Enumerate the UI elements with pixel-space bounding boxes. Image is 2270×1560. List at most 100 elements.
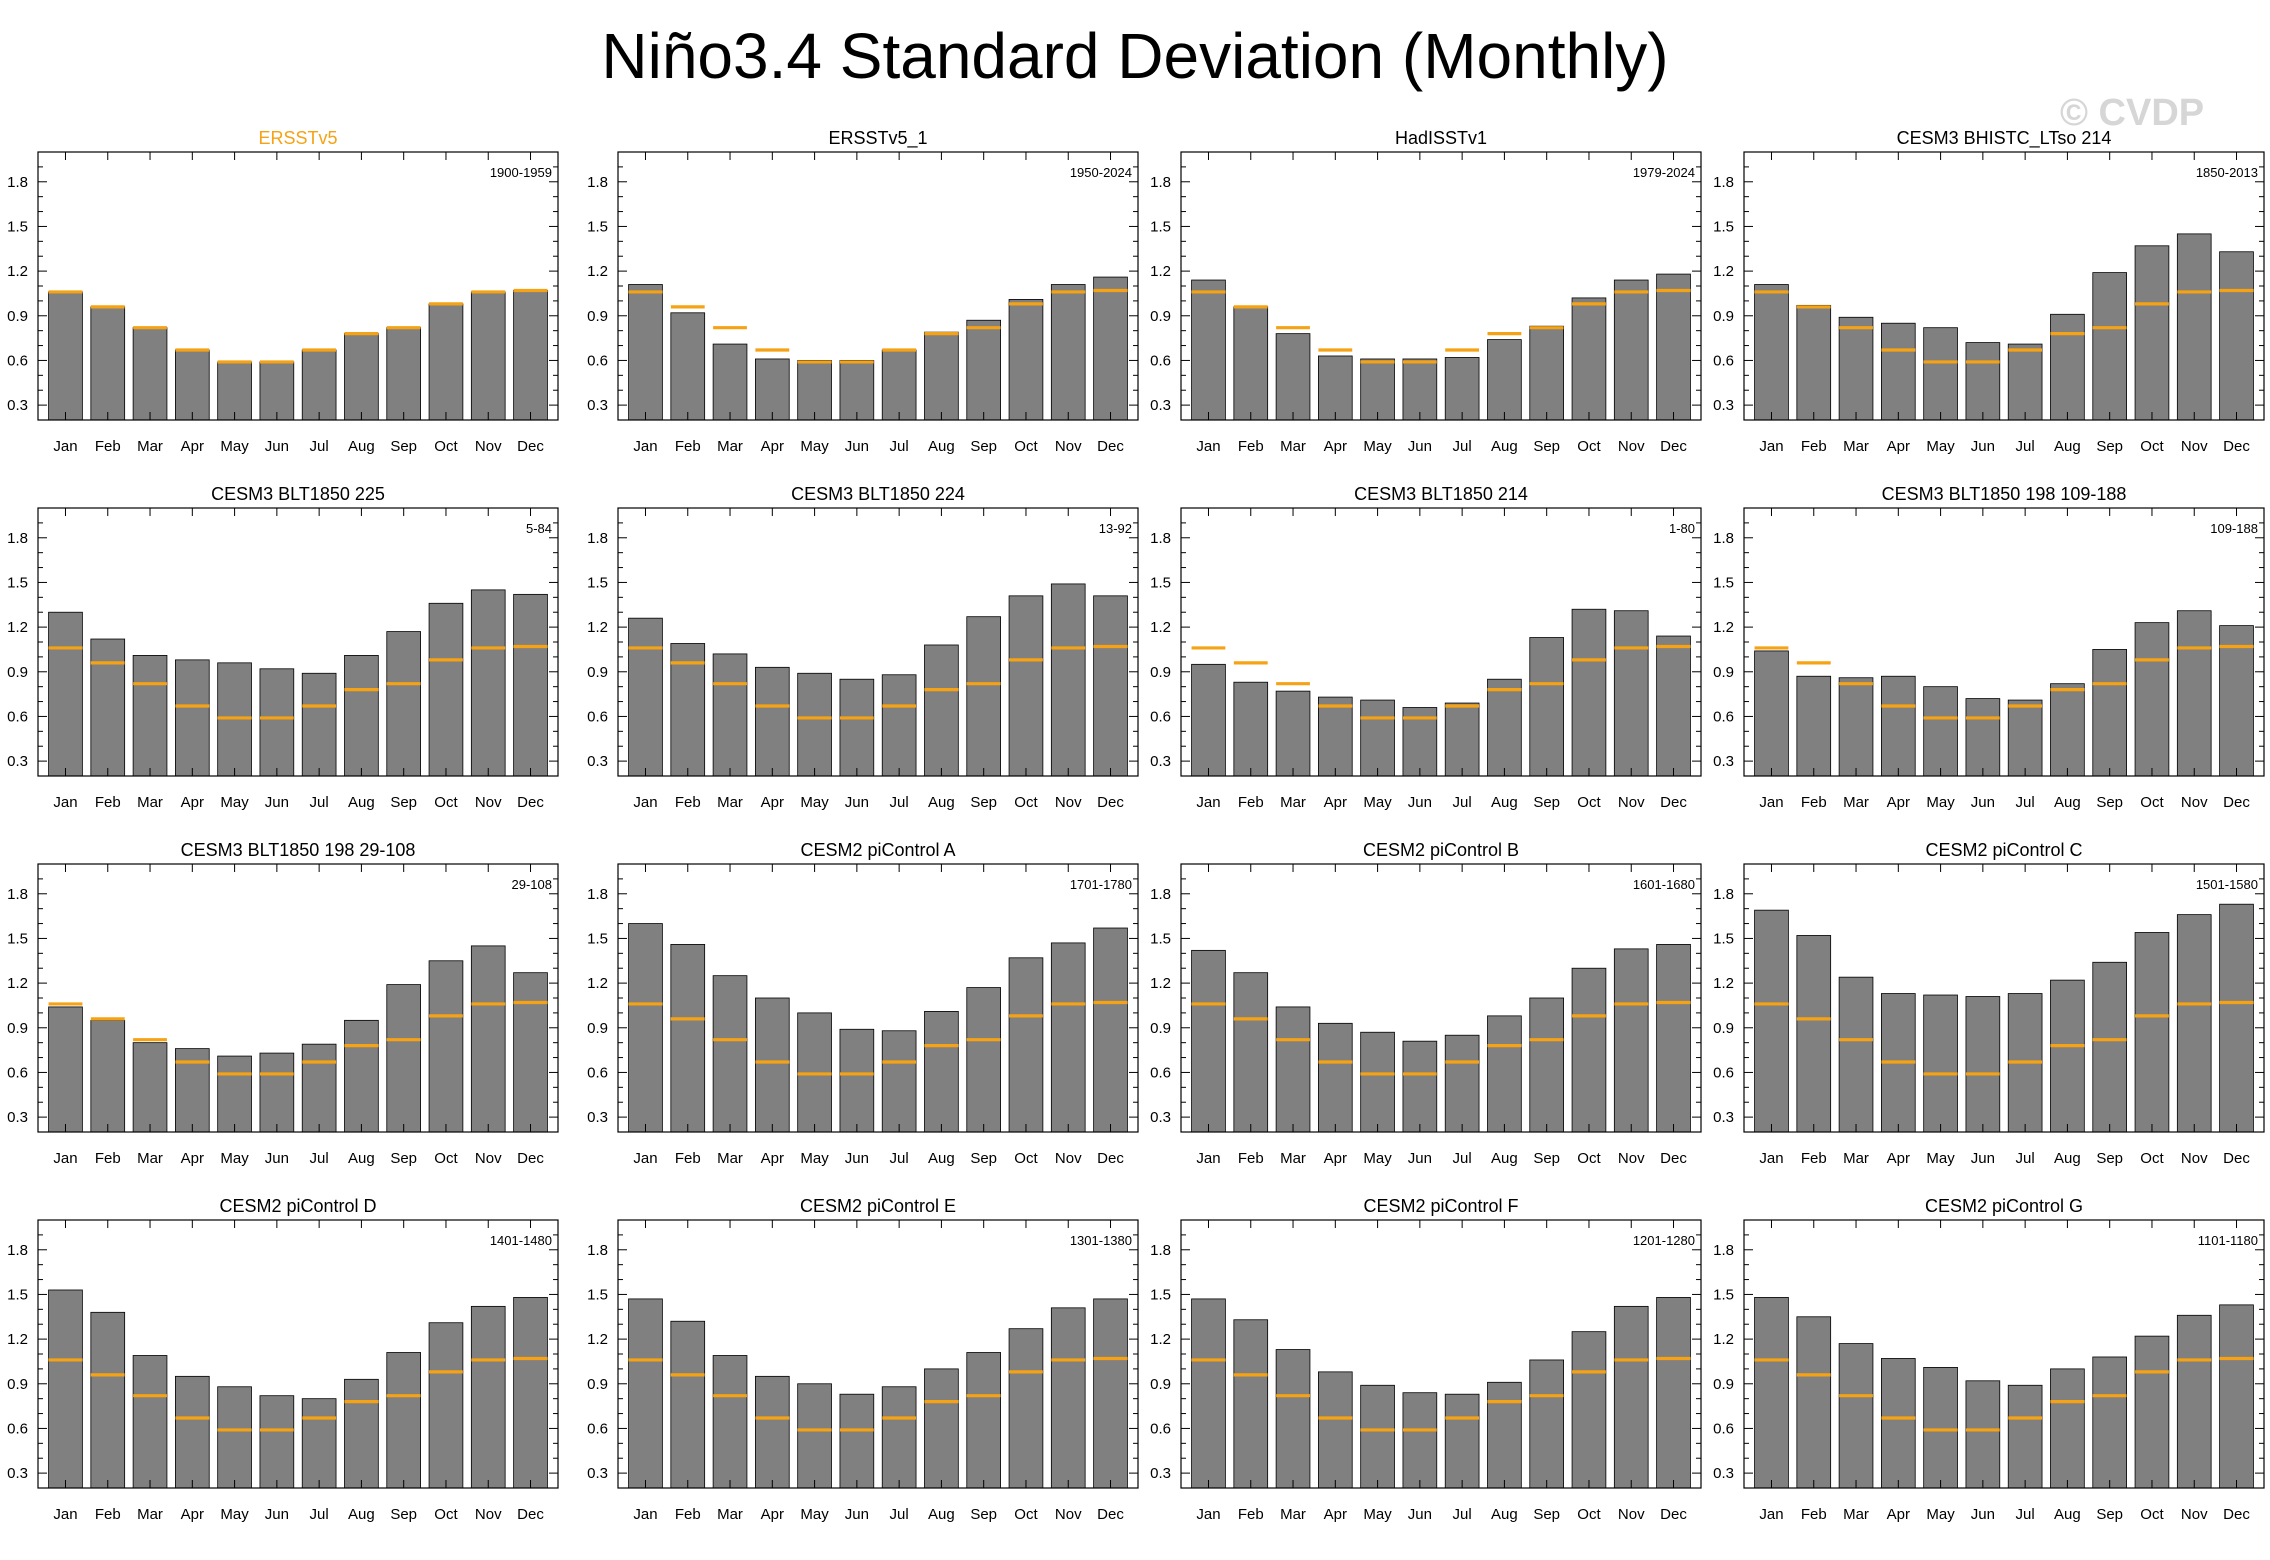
x-tick-label-jun: Jun [1408,1506,1432,1523]
y-tick-label: 1.2 [7,619,28,636]
x-tick-label-oct: Oct [1577,794,1601,811]
x-tick-label-mar: Mar [717,1506,743,1523]
x-tick-label-feb: Feb [95,1150,121,1167]
bar-dec [2219,903,2254,1133]
bar-jan [1191,1298,1226,1489]
x-tick-label-oct: Oct [1014,1150,1038,1167]
y-tick-label: 1.5 [1150,574,1171,591]
x-tick-label-may: May [220,794,249,811]
y-tick-label: 1.2 [1150,1331,1171,1348]
x-tick-label-nov: Nov [1618,1506,1645,1523]
bar-apr [174,1375,210,1489]
panel-title: HadISSTv1 [1395,128,1487,148]
bar-jun [839,360,875,421]
panel-13: CESM2 piControl D 1401-1480 0.3 0.6 0.9 1.2 1.… [7,1196,559,1523]
bar-aug [924,1010,959,1133]
x-tick-label-mar: Mar [1843,438,1869,455]
y-tick-label: 0.3 [587,397,608,414]
bar-may [1360,1384,1395,1489]
bar-may [1360,1031,1395,1133]
bar-aug [924,644,959,777]
x-tick-label-may: May [1363,1506,1392,1523]
bar-aug [344,1378,379,1489]
x-tick-label-sep: Sep [2096,794,2123,811]
y-tick-label: 0.6 [7,708,28,725]
x-tick-label-oct: Oct [1577,438,1601,455]
y-tick-label: 1.2 [587,975,608,992]
y-tick-label: 0.9 [1713,1376,1734,1393]
y-tick-label: 0.6 [1150,1420,1171,1437]
x-tick-label-feb: Feb [675,438,701,455]
x-tick-label-aug: Aug [2054,1150,2081,1167]
x-tick-label-feb: Feb [1238,1506,1264,1523]
panel-title: ERSSTv5 [258,128,337,148]
x-tick-label-aug: Aug [348,1506,375,1523]
x-tick-label-feb: Feb [1238,794,1264,811]
bar-jun [839,1028,875,1133]
bar-aug [1487,678,1522,777]
bar-may [1923,994,1958,1133]
panel-5: CESM3 BLT1850 225 5-84 0.3 0.6 0.9 1.2 1.5 1.8 J… [7,484,559,811]
x-tick-label-apr: Apr [1324,794,1347,811]
bar-dec [1656,1297,1691,1489]
x-tick-label-aug: Aug [2054,1506,2081,1523]
bar-may [1923,327,1958,421]
x-tick-label-jul: Jul [310,1150,329,1167]
bar-dec [2219,251,2254,421]
bar-sep [386,327,421,421]
panel-title: ERSSTv5_1 [828,128,927,149]
bar-sep [966,319,1001,421]
x-tick-label-nov: Nov [2181,794,2208,811]
panel-3: HadISSTv1 1979-2024 0.3 0.6 0.9 1.2 1.5 1.8 Jan F… [1150,128,1702,455]
x-tick-label-nov: Nov [2181,1150,2208,1167]
x-tick-label-feb: Feb [95,438,121,455]
x-tick-label-jan: Jan [633,1150,657,1167]
y-tick-label: 0.9 [587,1376,608,1393]
x-tick-label-feb: Feb [1801,438,1827,455]
x-tick-label-mar: Mar [1280,794,1306,811]
x-tick-label-jan: Jan [1196,438,1220,455]
bar-sep [386,1352,421,1489]
x-tick-label-jan: Jan [53,438,77,455]
y-tick-label: 1.5 [7,574,28,591]
panel-period: 1979-2024 [1633,165,1695,180]
x-tick-label-aug: Aug [1491,1506,1518,1523]
y-tick-label: 1.5 [1713,1286,1734,1303]
bar-feb [90,1311,126,1489]
bar-jun [839,1393,875,1489]
panel-title: CESM3 BLT1850 225 [211,484,385,504]
x-tick-label-sep: Sep [2096,1506,2123,1523]
x-tick-label-feb: Feb [95,1506,121,1523]
bar-jul [1444,702,1480,777]
bar-sep [2092,961,2127,1133]
x-tick-label-dec: Dec [1660,438,1687,455]
x-tick-label-jun: Jun [845,438,869,455]
y-tick-label: 0.6 [1150,708,1171,725]
y-tick-label: 0.9 [7,1376,28,1393]
bar-jul [1444,1393,1480,1489]
bar-oct [1571,297,1607,421]
bar-jul [2007,1384,2043,1489]
bar-sep [2092,649,2127,777]
x-tick-label-oct: Oct [434,794,458,811]
y-tick-label: 0.6 [587,708,608,725]
panel-8: CESM3 BLT1850 198 109-188 109-188 0.3 0.6 0.… [1713,484,2265,811]
y-tick-label: 1.2 [1713,263,1734,280]
y-tick-label: 0.3 [1150,1109,1171,1126]
bar-jan [1754,650,1789,777]
x-tick-label-nov: Nov [2181,1506,2208,1523]
y-tick-label: 1.8 [1713,1242,1734,1259]
bar-jul [301,672,337,777]
cvdp-watermark: © CVDP [2060,92,2205,134]
bar-may [1923,1366,1958,1489]
bar-oct [1008,595,1044,777]
y-tick-label: 1.5 [1713,930,1734,947]
y-tick-label: 1.2 [587,263,608,280]
x-tick-label-aug: Aug [2054,438,2081,455]
x-tick-label-jun: Jun [1971,794,1995,811]
y-tick-label: 0.3 [1150,397,1171,414]
bar-nov [1050,942,1086,1133]
bar-mar [132,1042,168,1133]
y-tick-label: 0.9 [7,1020,28,1037]
y-tick-label: 0.6 [1713,352,1734,369]
